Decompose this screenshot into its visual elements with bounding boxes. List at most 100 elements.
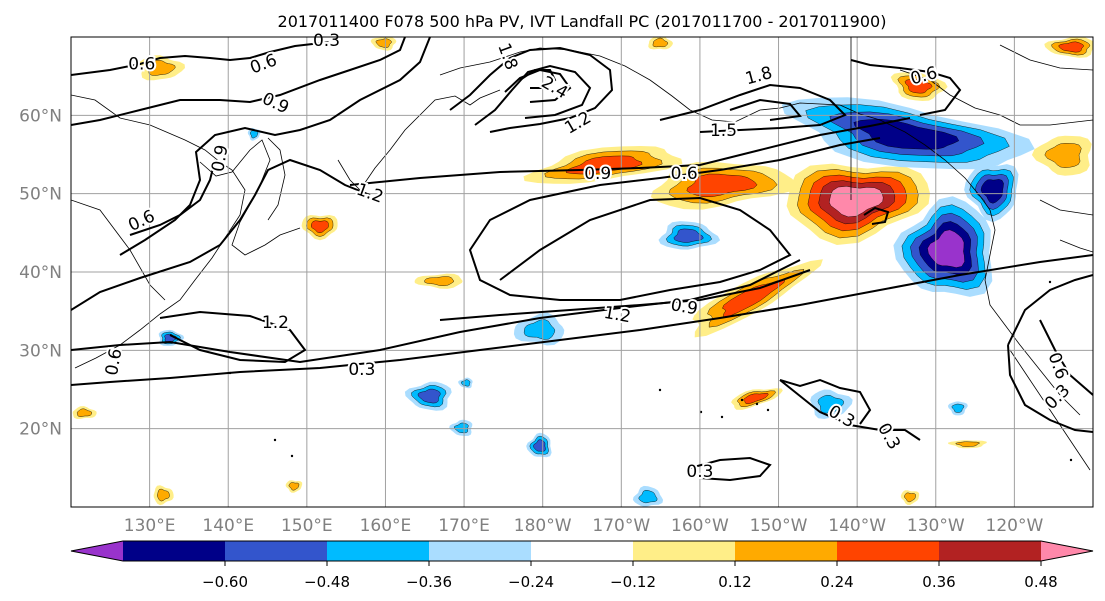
anomaly-shade bbox=[638, 489, 658, 504]
pv-contour bbox=[1039, 319, 1093, 396]
coastline bbox=[1039, 199, 1093, 216]
coastline bbox=[1009, 349, 1091, 471]
colorbar-tick-label: 0.36 bbox=[922, 573, 955, 591]
pv-contour-layer bbox=[71, 37, 1093, 482]
anomaly-shade bbox=[673, 228, 704, 243]
colorbar-tick-label: −0.24 bbox=[508, 573, 554, 591]
negative-anomaly-small-1 bbox=[449, 419, 473, 436]
anomaly-shade bbox=[76, 408, 93, 417]
contour-label: 0.6 bbox=[128, 54, 155, 74]
pv-contour bbox=[449, 46, 614, 133]
chart-title: 2017011400 F078 500 hPa PV, IVT Landfall… bbox=[278, 12, 887, 31]
colorbar-extend-max bbox=[1041, 541, 1093, 561]
positive-anomaly-south-1 bbox=[153, 485, 174, 506]
pv-contour bbox=[1007, 274, 1093, 346]
island-dot bbox=[1069, 458, 1073, 462]
lon-tick-label: 150°E bbox=[281, 516, 333, 536]
colorbar-bin bbox=[939, 541, 1042, 561]
lon-tick-label: 180°W bbox=[514, 516, 572, 536]
coastline bbox=[819, 103, 1081, 416]
pv-contour bbox=[349, 117, 911, 186]
anomaly-shade bbox=[523, 319, 556, 340]
island-dot bbox=[658, 388, 662, 392]
colorbar-tick-label: 0.24 bbox=[820, 573, 853, 591]
map-frame bbox=[70, 36, 1094, 508]
positive-anomaly-arctic bbox=[1044, 37, 1093, 58]
pv-contour bbox=[71, 158, 371, 311]
anomaly-shade bbox=[722, 279, 786, 318]
anomaly-shade bbox=[904, 492, 916, 503]
anomaly-shade bbox=[1044, 143, 1082, 168]
longitude-tick-labels: 130°E 140°E 150°E 160°E 170°E 180°W 170°W 160°W… bbox=[124, 516, 1044, 536]
pv-contour bbox=[71, 41, 331, 76]
latitude-tick-labels: 20°N 30°N 40°N 50°N 60°N bbox=[19, 106, 62, 439]
anomaly-shade bbox=[927, 229, 965, 268]
lon-tick-label: 130°E bbox=[124, 516, 176, 536]
island-dot bbox=[290, 454, 294, 458]
positive-anomaly-okhotsk bbox=[370, 37, 397, 51]
anomaly-shade bbox=[375, 38, 392, 48]
anomaly-shade bbox=[453, 422, 469, 434]
anomaly-shade bbox=[904, 79, 933, 94]
coastline bbox=[439, 47, 821, 123]
negative-anomaly-british-columbia bbox=[964, 164, 1019, 223]
positive-anomaly-canada bbox=[1031, 135, 1092, 176]
contour-label: 0.3 bbox=[686, 462, 713, 482]
anomaly-shade bbox=[955, 441, 980, 447]
positive-anomaly-west-edge bbox=[72, 406, 97, 419]
anomaly-shade bbox=[288, 482, 300, 491]
lon-tick-label: 150°W bbox=[750, 516, 808, 536]
pv-contour bbox=[129, 159, 216, 236]
negative-anomaly-marianas-north bbox=[404, 381, 452, 411]
colorbar-tick-label: −0.36 bbox=[406, 573, 452, 591]
shaded-anomaly-layer bbox=[72, 37, 1093, 507]
anomaly-shade bbox=[817, 394, 845, 414]
colorbar-bin bbox=[327, 541, 430, 561]
island-dot bbox=[740, 398, 744, 402]
colorbar-tick-label: 0.12 bbox=[718, 573, 751, 591]
pv-contour bbox=[159, 310, 307, 364]
pv-contour bbox=[779, 379, 921, 441]
lon-tick-label: 160°E bbox=[360, 516, 412, 536]
positive-anomaly-kuril bbox=[301, 215, 338, 241]
colorbar-tick-label: 0.48 bbox=[1024, 573, 1057, 591]
island-dot bbox=[766, 408, 770, 412]
positive-anomaly-chukchi bbox=[648, 37, 673, 50]
coastline bbox=[999, 44, 1093, 71]
anomaly-shade bbox=[980, 179, 1004, 204]
pv-contour bbox=[689, 456, 772, 482]
anomaly-shade bbox=[460, 379, 471, 387]
contour-label: 0.3 bbox=[313, 31, 340, 51]
pv-contour bbox=[439, 269, 811, 321]
colorbar-bin bbox=[531, 541, 634, 561]
colorbar-bin bbox=[735, 541, 838, 561]
colorbar-bin bbox=[633, 541, 736, 561]
colorbar-bin bbox=[123, 541, 226, 561]
pv-contour bbox=[468, 137, 881, 301]
colorbar-bin bbox=[225, 541, 328, 561]
pv-contour bbox=[519, 69, 557, 89]
contour-label: 1.5 bbox=[710, 121, 737, 141]
positive-anomaly-south-2 bbox=[285, 480, 303, 493]
anomaly-shade bbox=[147, 59, 176, 76]
coastline bbox=[267, 137, 286, 221]
contour-label: 0.6 bbox=[671, 164, 698, 184]
lon-tick-label: 160°W bbox=[671, 516, 729, 536]
lat-tick-label: 60°N bbox=[19, 106, 62, 126]
pv-contour bbox=[71, 37, 406, 126]
lat-tick-label: 20°N bbox=[19, 420, 62, 440]
colorbar: −0.60 −0.48 −0.36 −0.24 −0.12 0.12 0.24 0.36 0.4… bbox=[70, 540, 1094, 591]
anomaly-shade bbox=[951, 403, 965, 413]
contour-label: 1.2 bbox=[602, 303, 632, 327]
coastline bbox=[1059, 239, 1093, 253]
colorbar-extend-min bbox=[71, 541, 123, 561]
anomaly-shade bbox=[686, 173, 758, 198]
pv-contour bbox=[659, 83, 847, 133]
lon-tick-label: 170°W bbox=[592, 516, 650, 536]
island-dot bbox=[755, 402, 759, 406]
anomaly-shade bbox=[1058, 41, 1084, 53]
anomaly-shade bbox=[853, 119, 960, 150]
pv-contour bbox=[729, 98, 802, 121]
pv-contour bbox=[504, 68, 572, 103]
